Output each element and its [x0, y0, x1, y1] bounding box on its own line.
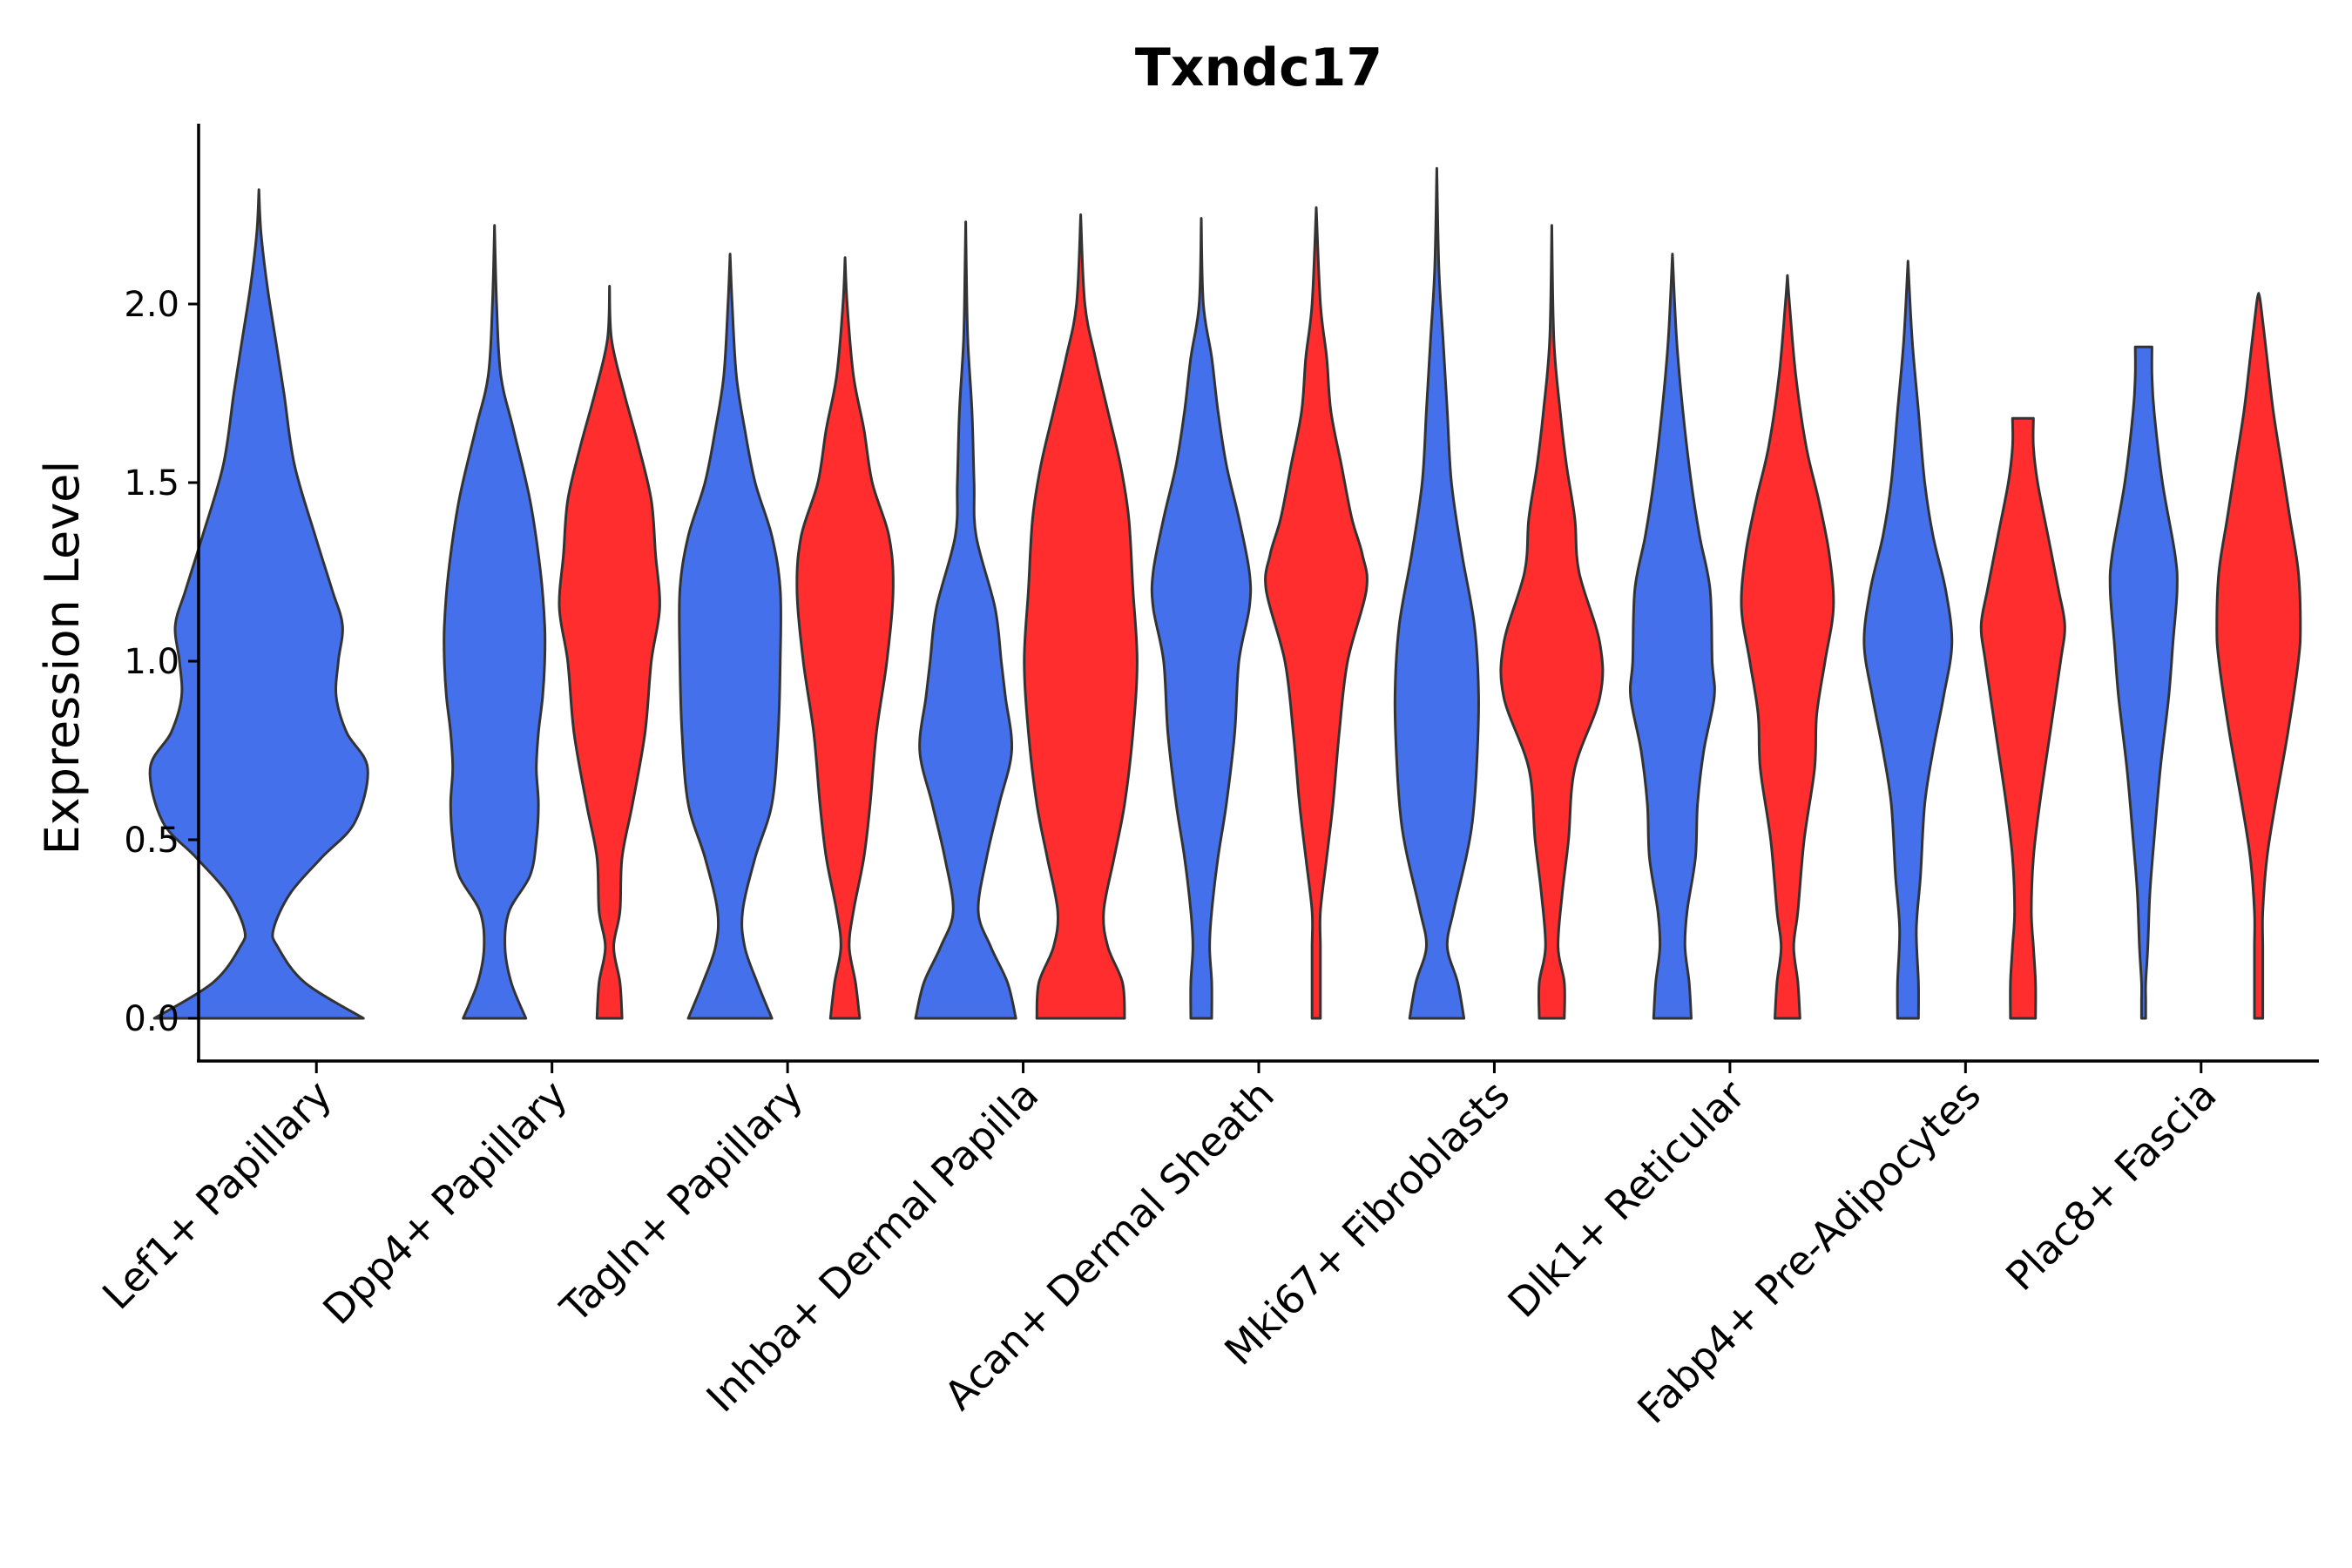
violin-group: [148, 166, 2302, 1020]
violin-red-7: [1979, 416, 2066, 1020]
violin-red-1: [558, 285, 661, 1020]
violin-red-8: [2215, 292, 2302, 1020]
violin-blue-1: [443, 224, 547, 1020]
violin-blue-4: [1150, 217, 1253, 1020]
violin-red-4: [1264, 206, 1369, 1020]
violin-blue-5: [1393, 166, 1480, 1020]
y-tick-label: 1.0: [124, 642, 179, 682]
violin-red-3: [1023, 213, 1139, 1020]
violin-red-2: [795, 256, 895, 1020]
y-tick-label: 1.5: [124, 463, 179, 504]
y-ticks: 0.0 0.5 1.0 1.5 2.0: [124, 285, 199, 1039]
violin-blue-7: [1862, 260, 1954, 1020]
violin-blue-8: [2108, 345, 2179, 1020]
violin-blue-2: [678, 253, 783, 1020]
violin-blue-6: [1628, 253, 1716, 1020]
chart-title: Txndc17: [1135, 37, 1382, 98]
violin-blue-3: [914, 220, 1017, 1020]
y-tick-label: 0.5: [124, 821, 179, 861]
violin-red-6: [1740, 274, 1835, 1020]
y-axis-label: Expression Level: [35, 461, 90, 855]
y-tick-label: 2.0: [124, 285, 179, 325]
violin-blue-0: [148, 188, 369, 1020]
y-tick-label: 0.0: [124, 999, 179, 1039]
violin-red-5: [1499, 224, 1605, 1020]
